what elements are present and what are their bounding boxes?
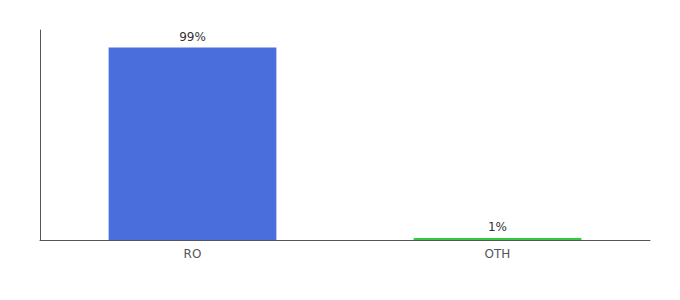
svg-text:1%: 1%	[488, 220, 507, 234]
svg-text:RO: RO	[184, 247, 202, 261]
svg-text:OTH: OTH	[485, 247, 511, 261]
svg-text:99%: 99%	[179, 30, 206, 44]
